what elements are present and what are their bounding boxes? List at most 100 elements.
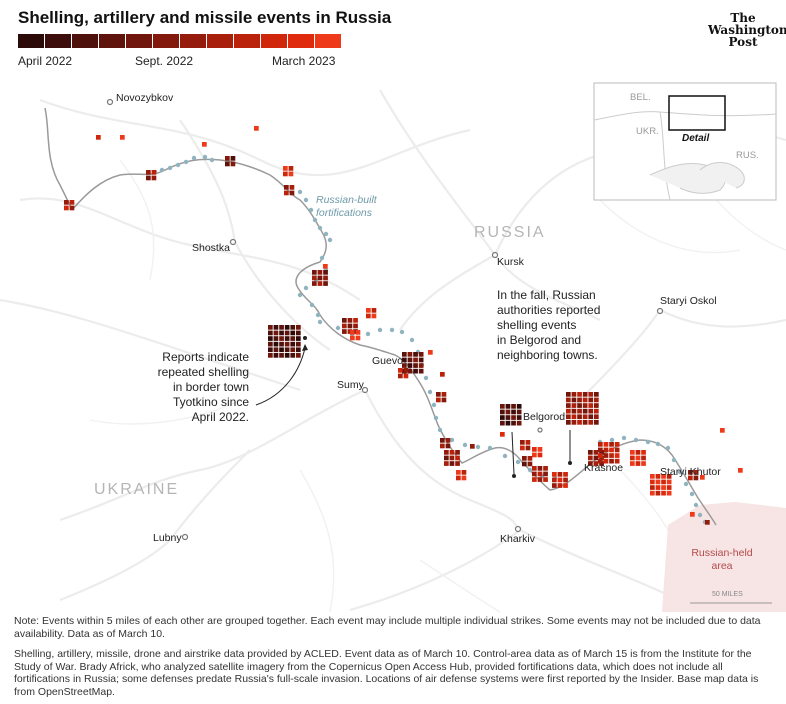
event-square [355, 335, 361, 341]
fortification-dot [202, 154, 208, 160]
legend-swatch-5 [126, 34, 152, 48]
event-square [520, 440, 525, 445]
event-square [630, 461, 635, 466]
fortification-dot [487, 445, 493, 451]
event-square [418, 368, 424, 374]
event-square [296, 347, 301, 353]
annotation-left-line3: in border town [173, 380, 249, 394]
event-square [577, 414, 582, 420]
fortification-dot [317, 225, 323, 231]
event-square [317, 270, 323, 275]
inset-label-rus: RUS. [736, 150, 759, 161]
event-square [268, 353, 273, 358]
fortification-dot [693, 502, 699, 508]
event-square [650, 490, 655, 496]
event-square [500, 409, 505, 415]
event-square [614, 453, 620, 458]
event-square [588, 455, 593, 461]
event-square [323, 264, 328, 269]
event-square [500, 432, 505, 437]
event-square [557, 477, 563, 483]
event-square [532, 477, 537, 482]
event-square [577, 420, 582, 425]
fortification-dot [327, 237, 333, 243]
event-square [700, 475, 705, 480]
fortification-dot [423, 375, 429, 381]
country-label-russia: RUSSIA [474, 224, 546, 241]
event-square [614, 442, 620, 447]
event-square [650, 479, 655, 485]
event-square [603, 453, 609, 458]
legend-swatch-7 [180, 34, 206, 48]
fortification-dot [309, 302, 315, 308]
event-square [598, 458, 603, 464]
event-square [461, 470, 467, 475]
event-square [428, 350, 433, 355]
fortification-dot [645, 439, 651, 445]
city-label-sumy: Sumy [337, 379, 365, 391]
annotation-left-arrowhead [302, 344, 308, 351]
fortification-dot [427, 389, 433, 395]
event-square [284, 353, 290, 358]
event-square [563, 483, 568, 488]
event-square [323, 275, 328, 281]
event-square [312, 281, 317, 286]
event-square [594, 403, 599, 408]
annotation-left-line1: Reports indicate [162, 350, 249, 364]
event-square [588, 420, 594, 425]
fortification-dot [303, 197, 309, 203]
event-square [522, 456, 527, 461]
event-square [436, 392, 441, 397]
event-square [577, 397, 582, 403]
event-square [403, 373, 409, 379]
event-square [566, 420, 571, 425]
event-square [666, 490, 672, 496]
city-label-lubny: Lubny [153, 532, 182, 544]
event-square [440, 372, 445, 377]
events-layer [64, 126, 743, 525]
legend-swatch-1 [18, 34, 44, 48]
fortification-dot [655, 441, 661, 447]
event-square [413, 357, 418, 363]
event-square [537, 477, 543, 482]
city-label-staryi-khutor: Staryi Khutor [660, 466, 721, 478]
event-square [290, 330, 296, 336]
map-note: Note: Events within 5 miles of each othe… [14, 615, 761, 640]
event-square [537, 452, 543, 458]
event-square [284, 341, 290, 347]
event-square [279, 325, 284, 330]
event-square [268, 325, 273, 330]
event-square [290, 325, 296, 330]
event-square [456, 470, 461, 475]
event-square [350, 330, 355, 335]
event-square [371, 313, 377, 319]
event-square [353, 318, 358, 323]
event-square [594, 397, 599, 403]
event-square [552, 477, 557, 483]
event-square [537, 466, 543, 471]
event-square [635, 461, 641, 466]
fortification-dot [312, 217, 318, 223]
event-square [563, 477, 568, 483]
legend-swatch-12 [315, 34, 341, 48]
event-square [599, 461, 604, 466]
fortification-dot [683, 481, 689, 487]
event-square [593, 461, 599, 466]
event-square [69, 200, 75, 205]
annotation-left-leader [255, 347, 306, 406]
city-label-belgorod: Belgorod [523, 411, 565, 423]
event-square [563, 472, 568, 477]
event-square [342, 329, 347, 334]
event-square [599, 450, 604, 455]
event-square [603, 447, 609, 453]
event-square [441, 397, 447, 403]
event-square [594, 392, 599, 397]
event-square [279, 353, 284, 358]
fortification-dot [621, 435, 627, 441]
event-square [720, 428, 725, 433]
scale-bar-label: 50 MILES [712, 591, 743, 598]
event-square [688, 475, 693, 481]
event-square [268, 347, 273, 353]
legend-swatch-3 [72, 34, 98, 48]
event-square [666, 479, 672, 485]
